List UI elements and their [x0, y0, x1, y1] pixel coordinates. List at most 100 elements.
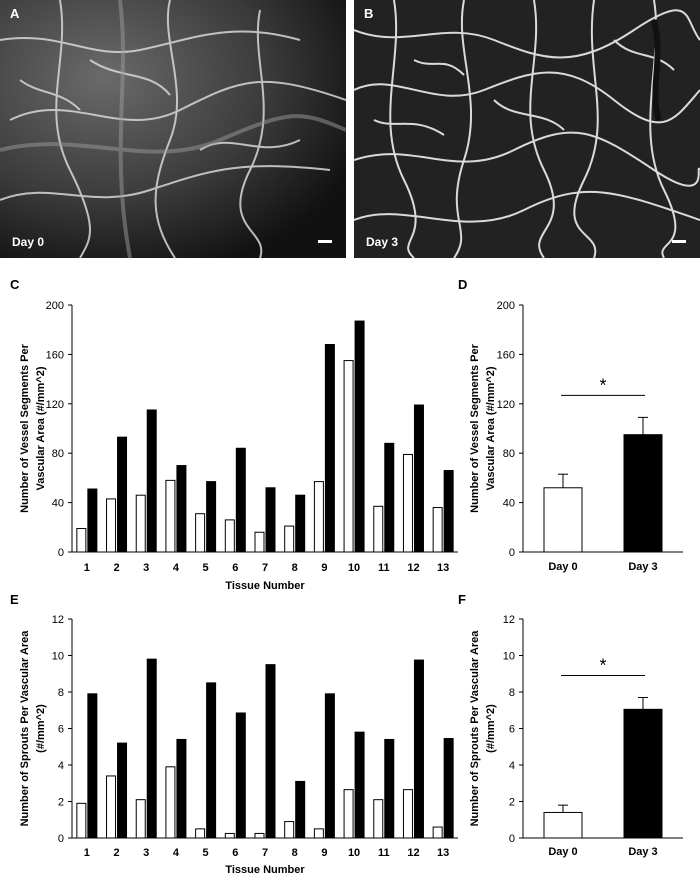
x-tick-label: 5	[203, 847, 209, 859]
x-tick-label: 6	[232, 847, 238, 859]
bar	[543, 811, 583, 839]
bar	[254, 832, 265, 839]
y-tick-label: 120	[46, 399, 64, 411]
y-tick-label: 0	[509, 547, 515, 559]
bar	[443, 469, 454, 553]
x-tick-label: 13	[437, 847, 449, 859]
x-tick-label: 8	[292, 847, 298, 859]
scale-bar	[318, 240, 332, 243]
bar	[87, 488, 98, 553]
y-axis-label: (#/mm^2)	[35, 704, 47, 753]
y-tick-label: 8	[58, 687, 64, 699]
y-tick-label: 120	[497, 399, 515, 411]
x-tick-label: Day 0	[548, 561, 577, 573]
panel-letter-e: E	[10, 592, 19, 607]
bar	[106, 498, 117, 553]
bar	[543, 487, 583, 553]
bar	[146, 409, 157, 553]
y-tick-label: 160	[46, 349, 64, 361]
scale-bar	[672, 240, 686, 243]
panel-letter-f: F	[458, 592, 466, 607]
x-tick-label: 7	[262, 847, 268, 859]
bar	[432, 826, 443, 839]
bar	[76, 528, 87, 553]
bar	[402, 789, 413, 839]
x-tick-label: 2	[113, 847, 119, 859]
x-tick-label: 1	[84, 847, 90, 859]
bar	[165, 766, 176, 839]
y-tick-label: 200	[46, 300, 64, 312]
bar	[206, 481, 217, 553]
bar	[224, 832, 235, 839]
bar	[313, 828, 324, 839]
x-tick-label: 11	[378, 562, 390, 574]
x-tick-label: 3	[143, 562, 149, 574]
bar	[165, 479, 176, 553]
bar	[343, 360, 354, 553]
bar	[343, 789, 354, 839]
bar	[195, 513, 206, 553]
y-tick-label: 6	[509, 724, 515, 736]
y-axis-label: Vascular Area (#/mm^2)	[35, 366, 47, 490]
y-tick-label: 4	[58, 760, 64, 772]
x-tick-label: 10	[348, 847, 360, 859]
panel-letter-c: C	[10, 277, 20, 292]
bar	[432, 507, 443, 553]
x-tick-label: 4	[173, 847, 180, 859]
bar	[235, 447, 246, 553]
y-tick-label: 10	[503, 651, 515, 663]
bar	[87, 693, 98, 839]
bar	[402, 453, 413, 553]
y-tick-label: 12	[503, 614, 515, 626]
bar	[76, 802, 87, 839]
bar	[413, 404, 424, 553]
x-tick-label: Day 0	[548, 846, 577, 858]
x-tick-label: 9	[321, 562, 327, 574]
panel-letter-b: B	[364, 6, 374, 21]
bar	[324, 693, 335, 839]
y-axis-label: Number of Sprouts Per Vascular Area	[469, 630, 481, 827]
bar	[373, 505, 384, 553]
bar	[373, 799, 384, 839]
y-tick-label: 40	[503, 498, 515, 510]
y-axis-label: Number of Vessel Segments Per	[469, 343, 481, 512]
y-axis-label: (#/mm^2)	[485, 704, 497, 753]
x-tick-label: 6	[232, 562, 238, 574]
y-tick-label: 2	[509, 797, 515, 809]
x-tick-label: 10	[348, 562, 360, 574]
x-tick-label: Day 3	[628, 561, 657, 573]
y-tick-label: 10	[52, 651, 64, 663]
micrograph-day3-label: Day 3	[366, 235, 398, 249]
micrograph-day3: Day 3	[354, 0, 700, 258]
y-tick-label: 200	[497, 300, 515, 312]
bar	[106, 775, 117, 839]
bar	[135, 494, 146, 553]
bar	[313, 481, 324, 553]
y-tick-label: 80	[503, 448, 515, 460]
bar	[146, 658, 157, 839]
bar	[176, 738, 187, 839]
y-tick-label: 80	[52, 448, 64, 460]
bar	[254, 531, 265, 553]
bar	[443, 738, 454, 839]
x-tick-label: 12	[407, 847, 419, 859]
y-tick-label: 8	[509, 687, 515, 699]
y-tick-label: 2	[58, 797, 64, 809]
x-tick-label: 8	[292, 562, 298, 574]
x-axis-label: Tissue Number	[225, 864, 305, 875]
bar	[354, 320, 365, 553]
y-tick-label: 12	[52, 614, 64, 626]
micrograph-day0: Day 0	[0, 0, 346, 258]
y-tick-label: 160	[497, 349, 515, 361]
x-tick-label: 9	[321, 847, 327, 859]
bar	[195, 828, 206, 839]
y-axis-label: Number of Sprouts Per Vascular Area	[19, 630, 31, 827]
bar	[324, 344, 335, 553]
bar	[284, 821, 295, 839]
x-tick-label: 3	[143, 847, 149, 859]
x-tick-label: 1	[84, 562, 90, 574]
bar	[135, 799, 146, 839]
bar	[235, 712, 246, 839]
significance-marker: *	[599, 655, 606, 675]
